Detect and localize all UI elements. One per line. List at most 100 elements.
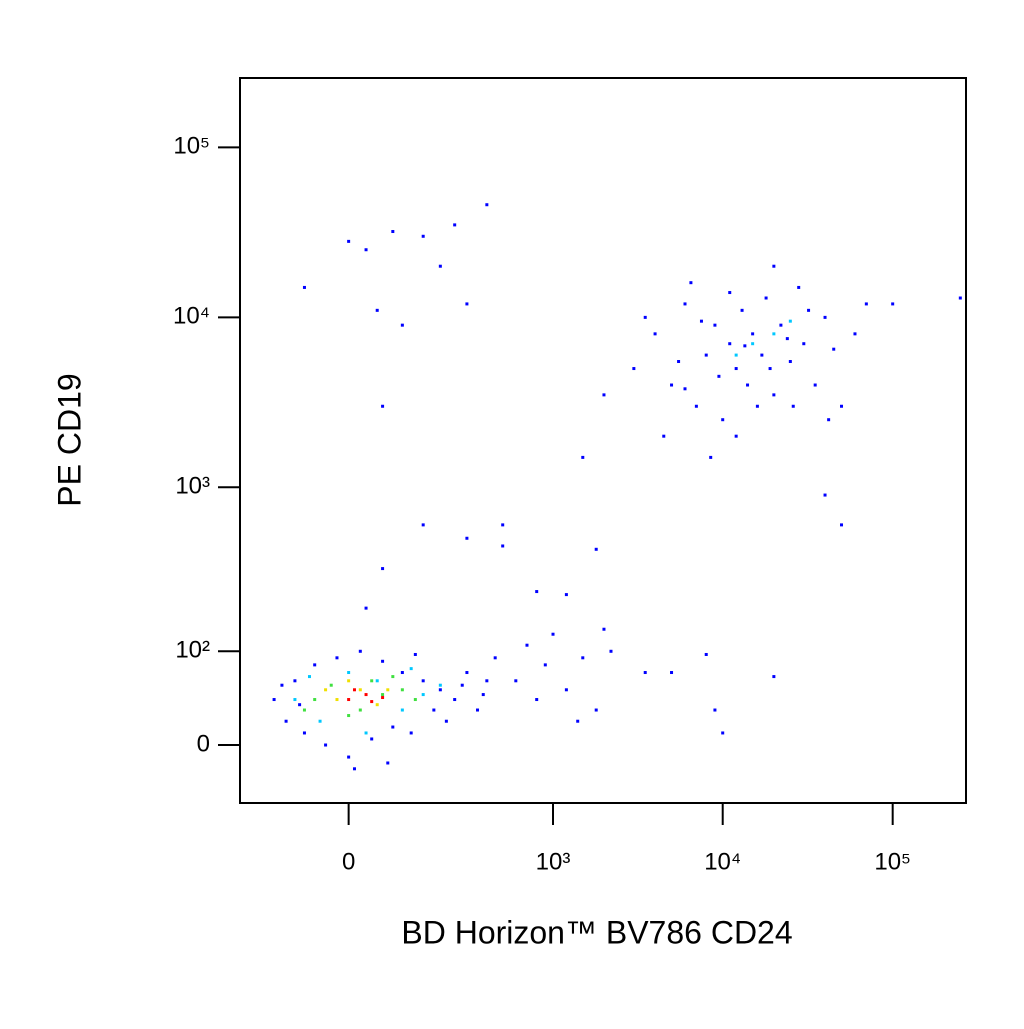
data-point — [364, 248, 368, 252]
data-point — [713, 708, 717, 712]
data-point — [683, 387, 687, 391]
data-point — [421, 693, 425, 697]
data-point — [335, 698, 339, 702]
data-point — [280, 683, 284, 687]
data-point — [293, 698, 297, 702]
data-point — [298, 703, 302, 707]
data-point — [832, 347, 836, 351]
data-point — [501, 523, 505, 527]
data-point — [307, 675, 311, 679]
data-point — [302, 731, 306, 735]
data-point — [768, 367, 772, 371]
data-point — [352, 688, 356, 692]
data-point — [318, 719, 322, 723]
data-point — [594, 708, 598, 712]
data-point — [400, 671, 404, 675]
data-point — [453, 223, 457, 227]
data-point — [743, 344, 747, 348]
data-point — [381, 696, 385, 700]
y-tick-label: 10⁴ — [173, 303, 210, 330]
data-point — [313, 698, 317, 702]
data-point — [302, 285, 306, 289]
data-point — [438, 683, 442, 687]
data-point — [358, 649, 362, 653]
data-point — [329, 683, 333, 687]
data-point — [375, 703, 379, 707]
data-point — [779, 323, 783, 327]
data-point — [432, 708, 436, 712]
data-point — [444, 719, 448, 723]
data-point — [643, 671, 647, 675]
data-point — [465, 671, 469, 675]
x-tick-label: 10⁴ — [704, 848, 741, 875]
data-point — [576, 719, 580, 723]
data-point — [864, 302, 868, 306]
data-point — [364, 693, 368, 697]
data-point — [347, 239, 351, 243]
data-point — [683, 302, 687, 306]
data-point — [807, 308, 811, 312]
data-point — [791, 404, 795, 408]
y-tick-label: 10² — [175, 637, 210, 664]
data-point — [632, 367, 636, 371]
data-point — [840, 523, 844, 527]
data-point — [823, 315, 827, 319]
data-point — [728, 342, 732, 346]
data-point — [391, 725, 395, 729]
data-point — [602, 627, 606, 631]
x-tick-label: 10⁵ — [874, 848, 911, 875]
data-point — [717, 374, 721, 378]
data-point — [740, 308, 744, 312]
data-point — [413, 652, 417, 656]
data-point — [391, 230, 395, 234]
data-point — [643, 315, 647, 319]
data-point — [476, 708, 480, 712]
data-point — [797, 285, 801, 289]
data-point — [391, 675, 395, 679]
data-point — [485, 203, 489, 207]
data-point — [335, 656, 339, 660]
data-point — [413, 698, 417, 702]
data-point — [564, 688, 568, 692]
data-point — [358, 708, 362, 712]
data-point — [465, 536, 469, 540]
data-point — [594, 547, 598, 551]
data-point — [514, 679, 518, 683]
data-point — [381, 659, 385, 663]
data-point — [721, 731, 725, 735]
data-point — [813, 383, 817, 387]
plot-frame — [239, 77, 967, 804]
data-point — [734, 434, 738, 438]
data-point — [409, 667, 413, 671]
data-point — [381, 567, 385, 571]
data-point — [400, 323, 404, 327]
data-point — [728, 291, 732, 295]
data-point — [465, 302, 469, 306]
data-point — [699, 319, 703, 323]
data-point — [734, 367, 738, 371]
data-point — [543, 663, 547, 667]
data-point — [772, 332, 776, 336]
data-point — [734, 353, 738, 357]
data-point — [352, 767, 356, 771]
data-point — [485, 679, 489, 683]
data-point — [381, 404, 385, 408]
data-point — [535, 590, 539, 594]
data-point — [421, 679, 425, 683]
data-point — [358, 688, 362, 692]
data-point — [823, 493, 827, 497]
data-point — [460, 683, 464, 687]
data-point — [324, 688, 328, 692]
data-point — [272, 698, 276, 702]
data-point — [713, 323, 717, 327]
data-point — [746, 383, 750, 387]
data-point — [438, 688, 442, 692]
data-point — [755, 404, 759, 408]
data-point — [751, 342, 755, 346]
data-point — [958, 296, 962, 300]
data-point — [802, 342, 806, 346]
data-point — [670, 383, 674, 387]
data-point — [324, 743, 328, 747]
data-point — [400, 708, 404, 712]
